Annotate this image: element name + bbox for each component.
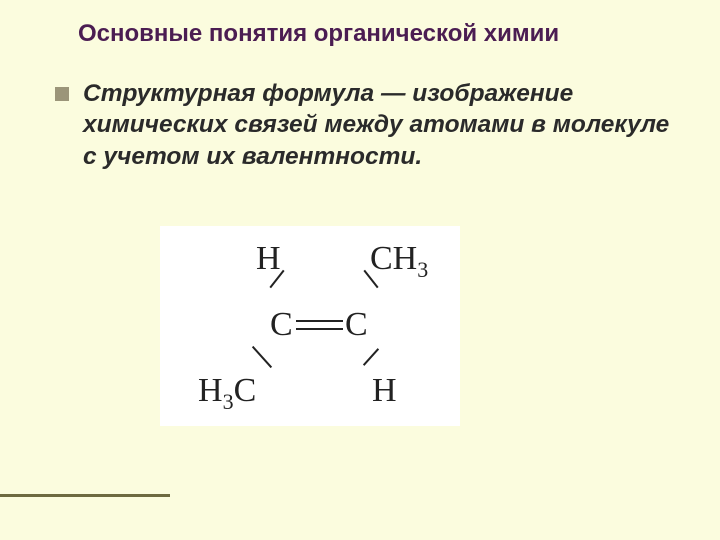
bond-c-h3c-bottomleft [252, 346, 272, 368]
bullet-item: Структурная формула — изображение химиче… [55, 78, 680, 172]
slide-title: Основные понятия органической химии [78, 20, 559, 48]
bond-double-bottom [296, 328, 343, 330]
decorative-underline [0, 494, 170, 497]
atom-post: C [234, 372, 257, 409]
bullet-text: Структурная формула — изображение химиче… [83, 78, 680, 172]
atom-sub: 3 [223, 389, 234, 414]
bullet-marker-icon [55, 87, 69, 101]
atom-h-bottom-right: H [372, 374, 397, 408]
atom-h3c-bottom-left: H3C [198, 374, 256, 408]
molecule-diagram: H CH3 C C H3C H [160, 226, 460, 426]
atom-c-right: C [345, 308, 368, 342]
bond-c-h-bottomright [363, 348, 379, 366]
atom-c-left: C [270, 308, 293, 342]
atom-ch3-top-right: CH3 [370, 242, 428, 276]
atom-sub: 3 [417, 257, 428, 282]
atom-h-top-left: H [256, 242, 281, 276]
atom-pre: H [198, 372, 223, 409]
atom-label: CH [370, 240, 417, 277]
bond-double-top [296, 320, 343, 322]
